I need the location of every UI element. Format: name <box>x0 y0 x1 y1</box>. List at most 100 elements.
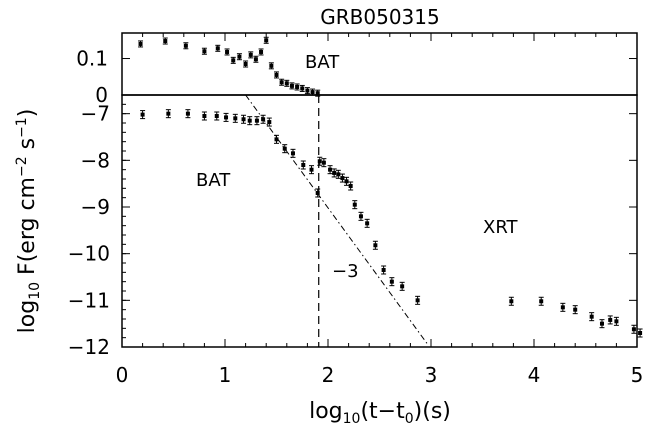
data-marker <box>214 114 219 118</box>
data-marker <box>202 49 207 54</box>
top-bat-point <box>183 42 189 50</box>
data-marker <box>315 191 320 195</box>
xrt-point <box>321 158 327 168</box>
data-marker <box>290 151 295 156</box>
bat-point <box>201 111 207 121</box>
data-marker <box>225 49 230 54</box>
bottom-x-tick-label: 0 <box>116 363 129 387</box>
data-marker <box>373 243 378 248</box>
xrt-point <box>344 176 350 186</box>
data-marker <box>415 298 420 303</box>
data-marker <box>608 317 613 322</box>
data-marker <box>560 305 565 310</box>
bottom-x-tick-label: 1 <box>219 363 232 387</box>
data-marker <box>573 307 578 312</box>
xrt-point <box>348 181 354 191</box>
slope-annotation: −3 <box>332 261 359 282</box>
xrt-point <box>352 200 358 210</box>
data-marker <box>317 159 322 164</box>
bottom-series-xrt <box>317 156 643 338</box>
top-bat-point <box>279 78 285 86</box>
bottom-panel: −7 −8 −9 −10 −11 −12 0 1 2 3 4 5 BAT XRT −3 <box>68 94 643 387</box>
bottom-y-tick-label: −8 <box>81 148 110 172</box>
top-y-tick-label: 0.1 <box>76 47 108 71</box>
top-series-bat <box>138 36 321 97</box>
bat-point <box>214 111 220 121</box>
top-bat-point <box>299 84 305 92</box>
top-y-tick-label: 0 <box>95 83 108 107</box>
data-marker <box>231 58 236 63</box>
data-marker <box>599 321 604 326</box>
data-marker <box>224 115 229 120</box>
bottom-y-tick-label: −12 <box>68 335 110 359</box>
bat-point <box>266 117 272 127</box>
power-law-slope-line <box>245 94 429 345</box>
top-bat-point <box>243 60 249 68</box>
top-x-ticks <box>121 33 638 41</box>
data-marker <box>631 327 636 332</box>
xrt-point <box>381 265 387 275</box>
top-bat-point <box>268 62 274 70</box>
data-marker <box>247 118 252 123</box>
bottom-panel-frame <box>121 94 638 348</box>
xrt-point <box>317 156 323 166</box>
data-marker <box>215 46 220 51</box>
data-marker <box>274 72 279 77</box>
top-bat-point <box>289 82 295 90</box>
data-marker <box>289 83 294 88</box>
data-marker <box>237 54 242 59</box>
data-marker <box>261 117 266 122</box>
bat-point <box>165 109 171 119</box>
data-marker <box>300 86 305 91</box>
data-marker <box>309 167 314 172</box>
top-bat-point <box>294 83 300 91</box>
data-marker <box>274 137 279 142</box>
top-bat-point <box>274 71 279 79</box>
top-bat-point <box>201 47 207 55</box>
bat-point <box>309 165 315 175</box>
data-marker <box>301 163 306 167</box>
data-marker <box>264 38 269 43</box>
bottom-y-tick-label: −9 <box>81 195 110 219</box>
data-marker <box>389 279 394 284</box>
data-marker <box>254 118 259 123</box>
bottom-x-axis: 0 1 2 3 4 5 <box>116 339 643 387</box>
x-axis-label: log10(t−t0)(s) <box>309 399 451 427</box>
xrt-point <box>389 277 395 287</box>
data-marker <box>267 120 272 125</box>
bottom-y-tick-label: −11 <box>68 288 110 312</box>
xrt-point <box>339 173 345 183</box>
top-bat-point <box>215 44 221 52</box>
data-marker <box>269 63 274 68</box>
xrt-annotation: XRT <box>483 217 519 238</box>
data-marker <box>321 160 326 165</box>
bottom-y-tick-label: −7 <box>81 102 110 126</box>
xrt-point <box>327 165 333 175</box>
data-marker <box>248 52 253 57</box>
bottom-y-tick-label: −10 <box>68 242 110 266</box>
xrt-point <box>560 302 566 312</box>
top-bat-point <box>230 56 236 64</box>
data-marker <box>332 170 337 175</box>
data-marker <box>614 319 619 324</box>
bat-point <box>247 116 253 126</box>
bat-point <box>274 134 279 144</box>
bottom-series-bat <box>140 109 321 198</box>
xrt-point <box>399 281 405 291</box>
top-bat-point <box>284 79 290 87</box>
bat-point <box>254 116 260 126</box>
top-bat-point <box>304 87 310 95</box>
data-marker <box>140 112 145 117</box>
xrt-point <box>637 328 643 338</box>
data-marker <box>138 41 143 46</box>
data-marker <box>358 214 363 219</box>
data-marker <box>282 146 287 151</box>
bottom-y-axis: −7 −8 −9 −10 −11 −12 <box>68 94 637 359</box>
data-marker <box>400 284 405 289</box>
top-bat-point <box>138 40 144 48</box>
top-bat-point <box>263 36 269 44</box>
top-bat-annotation: BAT <box>305 52 340 73</box>
bat-point <box>241 114 247 124</box>
bat-point <box>223 112 229 122</box>
